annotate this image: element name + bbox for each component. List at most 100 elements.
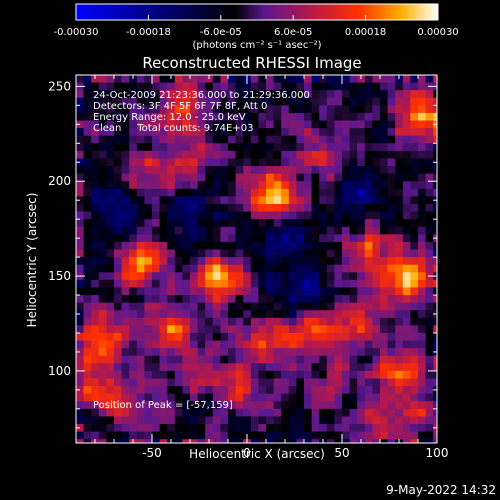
heatmap-cell bbox=[418, 128, 427, 137]
heatmap-cell bbox=[288, 378, 297, 387]
x-tick-label: 50 bbox=[334, 446, 349, 460]
heatmap-cell bbox=[235, 401, 244, 410]
heatmap-cell bbox=[281, 181, 290, 190]
heatmap-cell bbox=[106, 325, 115, 334]
heatmap-cell bbox=[136, 120, 145, 129]
heatmap-cell bbox=[304, 416, 313, 425]
heatmap-cell bbox=[190, 158, 199, 167]
heatmap-cell bbox=[190, 120, 199, 129]
heatmap-cell bbox=[342, 135, 351, 144]
heatmap-cell bbox=[410, 226, 419, 235]
heatmap-cell bbox=[76, 234, 85, 243]
heatmap-cell bbox=[296, 249, 305, 258]
heatmap-cell bbox=[304, 325, 313, 334]
heatmap-cell bbox=[182, 401, 191, 410]
heatmap-cell bbox=[190, 439, 199, 443]
heatmap-cell bbox=[402, 181, 411, 190]
heatmap-cell bbox=[357, 203, 366, 213]
heatmap-cell bbox=[243, 150, 252, 159]
heatmap-cell bbox=[425, 97, 434, 106]
heatmap-cell bbox=[304, 295, 313, 304]
heatmap-cell bbox=[228, 416, 237, 425]
heatmap-cell bbox=[250, 75, 259, 84]
heatmap-cell bbox=[144, 143, 153, 152]
heatmap-cell bbox=[167, 97, 176, 106]
heatmap-cell bbox=[197, 348, 206, 357]
heatmap-cell bbox=[144, 226, 153, 235]
heatmap-cell bbox=[425, 401, 434, 410]
heatmap-cell bbox=[182, 279, 191, 288]
heatmap-cell bbox=[357, 241, 366, 251]
heatmap-cell bbox=[372, 378, 381, 387]
heatmap-cell bbox=[91, 211, 100, 220]
heatmap-cell bbox=[326, 310, 335, 319]
heatmap-cell bbox=[342, 181, 351, 190]
heatmap-cell bbox=[296, 219, 305, 228]
heatmap-cell bbox=[266, 363, 275, 372]
heatmap-cell bbox=[76, 393, 85, 402]
heatmap-cell bbox=[98, 128, 107, 137]
heatmap-cell bbox=[326, 317, 335, 326]
heatmap-cell bbox=[197, 112, 206, 122]
heatmap-cell bbox=[205, 135, 214, 144]
heatmap-cell bbox=[228, 90, 237, 99]
heatmap-cell bbox=[228, 302, 237, 311]
heatmap-cell bbox=[174, 378, 183, 387]
peak-position-label: Position of Peak = [-57,159] bbox=[93, 400, 233, 411]
colorbar-tick-label: -0.00018 bbox=[126, 27, 171, 38]
heatmap-cell bbox=[114, 150, 123, 159]
heatmap-cell bbox=[228, 386, 237, 395]
heatmap-cell bbox=[342, 348, 351, 357]
heatmap-cell bbox=[266, 150, 275, 159]
heatmap-cell bbox=[326, 279, 335, 288]
heatmap-cell bbox=[152, 310, 161, 319]
heatmap-cell bbox=[159, 310, 168, 319]
heatmap-cell bbox=[357, 348, 366, 357]
heatmap-cell bbox=[205, 203, 214, 213]
heatmap-cell bbox=[197, 75, 206, 84]
heatmap-cell bbox=[326, 363, 335, 372]
heatmap-cell bbox=[326, 105, 335, 114]
heatmap-cell bbox=[380, 287, 389, 296]
heatmap-cell bbox=[380, 219, 389, 228]
heatmap-cell bbox=[266, 416, 275, 425]
heatmap-cell bbox=[197, 120, 206, 129]
heatmap-cell bbox=[387, 150, 396, 159]
heatmap-cell bbox=[334, 302, 343, 311]
heatmap-cell bbox=[235, 226, 244, 235]
heatmap-cell bbox=[380, 128, 389, 137]
heatmap-cell bbox=[334, 272, 343, 281]
heatmap-cell bbox=[334, 219, 343, 228]
heatmap-cell bbox=[182, 272, 191, 281]
heatmap-cell bbox=[243, 128, 252, 137]
heatmap-cell bbox=[182, 378, 191, 387]
heatmap-cell bbox=[273, 97, 282, 106]
heatmap-cell bbox=[250, 249, 259, 258]
heatmap-cell bbox=[83, 143, 92, 152]
heatmap-cell bbox=[136, 226, 145, 235]
heatmap-cell bbox=[281, 279, 290, 288]
heatmap-cell bbox=[121, 241, 130, 251]
heatmap-cell bbox=[304, 219, 313, 228]
heatmap-cell bbox=[387, 302, 396, 311]
heatmap-cell bbox=[243, 82, 252, 91]
heatmap-cell bbox=[425, 75, 434, 84]
heatmap-cell bbox=[144, 370, 153, 380]
heatmap-cell bbox=[98, 203, 107, 213]
heatmap-cell bbox=[410, 234, 419, 243]
heatmap-cell bbox=[205, 128, 214, 137]
heatmap-cell bbox=[243, 317, 252, 326]
heatmap-cell bbox=[395, 112, 404, 122]
heatmap-cell bbox=[418, 439, 427, 443]
heatmap-cell bbox=[114, 287, 123, 296]
heatmap-cell bbox=[190, 287, 199, 296]
heatmap-cell bbox=[250, 439, 259, 443]
heatmap-cell bbox=[326, 150, 335, 159]
heatmap-cell bbox=[402, 325, 411, 334]
heatmap-cell bbox=[197, 272, 206, 281]
heatmap-cell bbox=[258, 82, 267, 91]
heatmap-cell bbox=[425, 188, 434, 197]
heatmap-cell bbox=[273, 317, 282, 326]
heatmap-cell bbox=[266, 287, 275, 296]
heatmap-cell bbox=[114, 128, 123, 137]
